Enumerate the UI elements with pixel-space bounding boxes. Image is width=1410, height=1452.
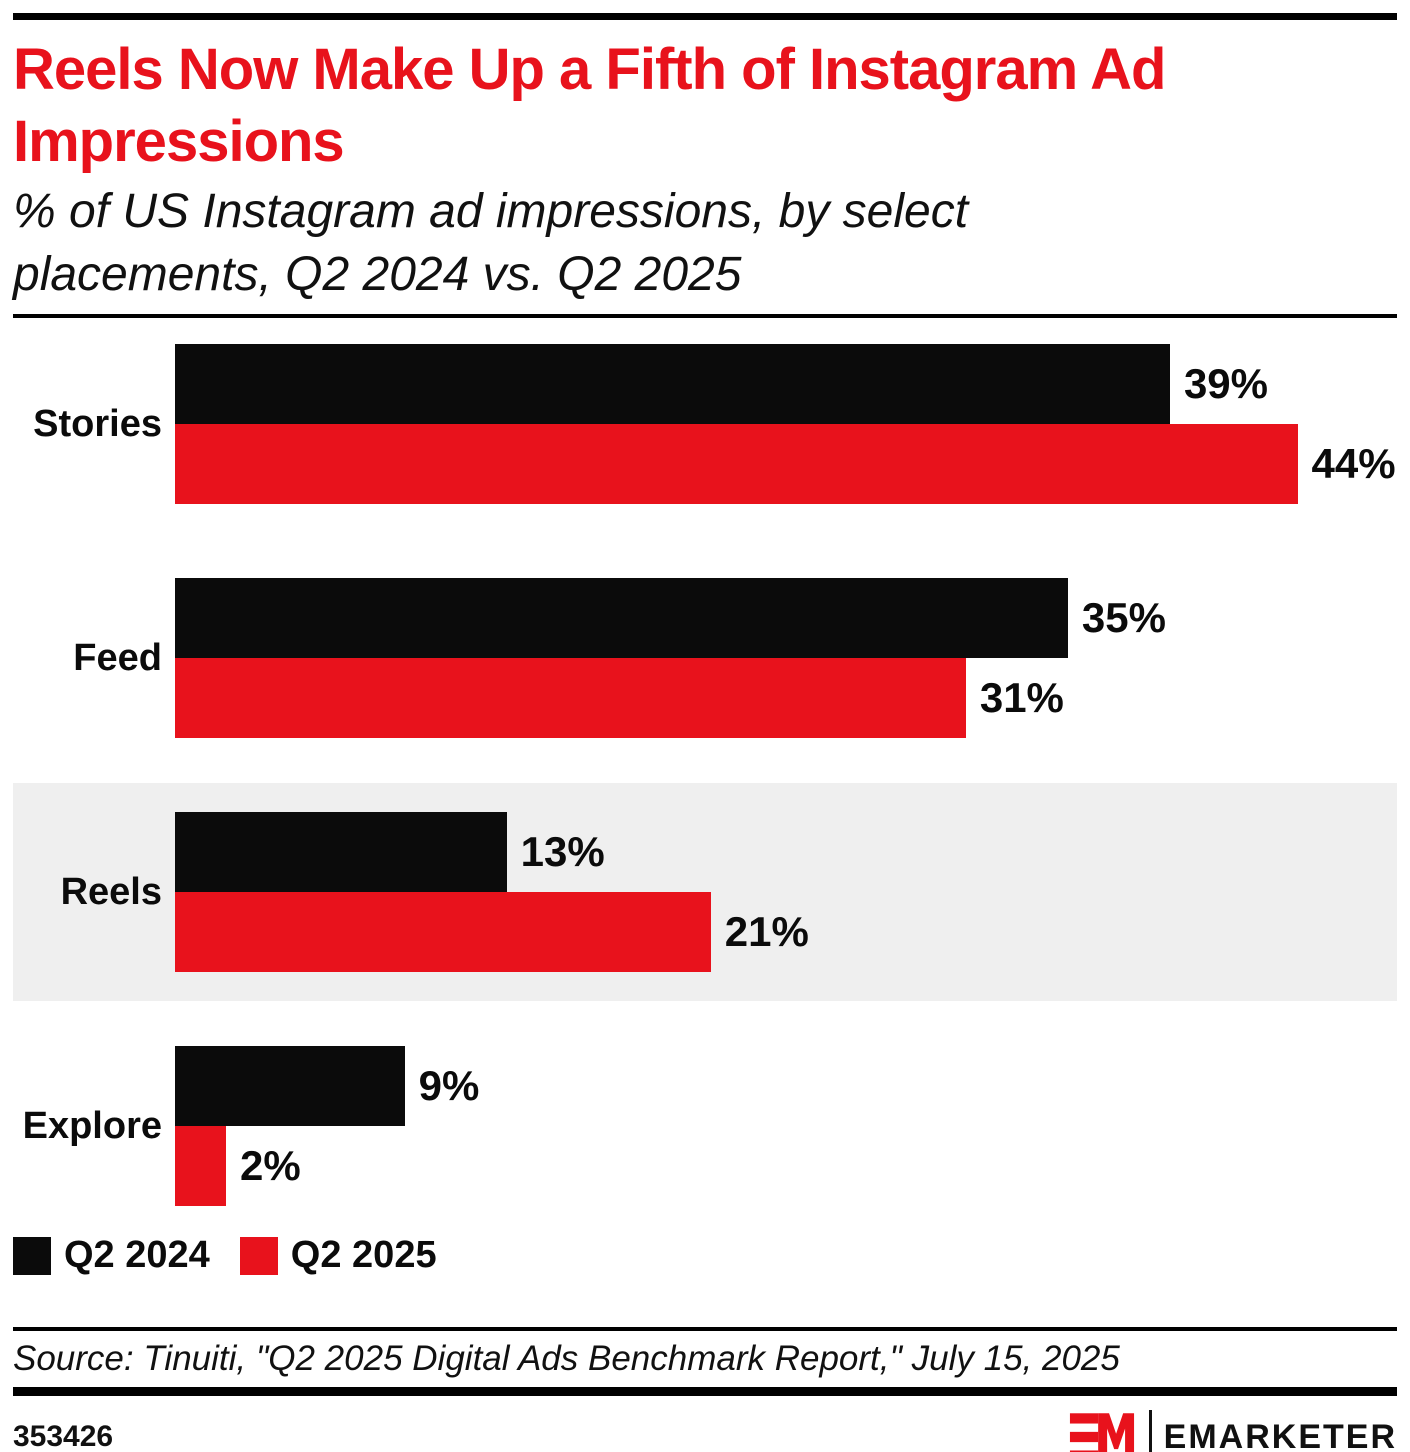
source-bottom-rule <box>13 1387 1397 1396</box>
chart-rows: Stories 39% 44% Feed 35% 31% Reels 13% 21% Explor… <box>13 344 1397 1206</box>
legend-item-q2-2025: Q2 2025 <box>239 1234 437 1277</box>
value-label-explore-q2-2025: 2% <box>240 1142 301 1189</box>
bar-group-feed: 35% 31% <box>175 578 1397 738</box>
bar-explore-q2-2024 <box>175 1046 405 1126</box>
page-title-line2: Impressions <box>13 109 345 174</box>
category-label-explore: Explore <box>22 1104 162 1147</box>
bar-reels-q2-2025 <box>175 892 711 972</box>
page-subtitle-line1: % of US Instagram ad impressions, by sel… <box>13 185 969 238</box>
bar-reels-q2-2024 <box>175 812 507 892</box>
value-label-feed-q2-2025: 31% <box>979 674 1064 721</box>
bar-group-reels: 13% 21% <box>175 812 1397 972</box>
value-label-stories-q2-2024: 39% <box>1183 360 1268 407</box>
bar-chart: Stories 39% 44% Feed 35% 31% Reels 13% 21% Explor… <box>13 344 1397 1277</box>
page-title: Reels Now Make Up a Fifth of Instagram A… <box>13 34 1397 178</box>
bar-line: 44% <box>175 424 1397 504</box>
legend-label: Q2 2024 <box>64 1234 210 1276</box>
bar-stories-q2-2024 <box>175 344 1170 424</box>
category-label-reels: Reels <box>60 870 162 913</box>
page-subtitle-line2: placements, Q2 2024 vs. Q2 2025 <box>13 248 742 301</box>
source-text: Source: Tinuiti, "Q2 2025 Digital Ads Be… <box>13 1339 1120 1378</box>
bar-line: 13% <box>175 812 1397 892</box>
bar-stories-q2-2025 <box>175 424 1298 504</box>
bar-feed-q2-2025 <box>175 658 966 738</box>
category-label-stories: Stories <box>33 402 162 445</box>
value-label-stories-q2-2025: 44% <box>1311 440 1396 487</box>
bar-group-explore: 9% 2% <box>175 1046 1397 1206</box>
chart-row-stories: Stories 39% 44% <box>13 344 1397 504</box>
legend-swatch-icon <box>239 1236 278 1275</box>
bar-line: 21% <box>175 892 1397 972</box>
bar-line: 2% <box>175 1126 1397 1206</box>
bar-explore-q2-2025 <box>175 1126 227 1206</box>
source-top-rule <box>13 1327 1397 1331</box>
header-divider-rule <box>13 314 1397 318</box>
chart-id: 353426 <box>13 1420 114 1452</box>
legend-item-q2-2024: Q2 2024 <box>13 1234 210 1277</box>
category-label-feed: Feed <box>73 636 162 679</box>
chart-row-reels: Reels 13% 21% <box>13 783 1397 1001</box>
bar-line: 9% <box>175 1046 1397 1126</box>
page-title-line1: Reels Now Make Up a Fifth of Instagram A… <box>13 37 1166 102</box>
bar-line: 31% <box>175 658 1397 738</box>
logo-divider <box>1148 1410 1152 1452</box>
bar-feed-q2-2024 <box>175 578 1068 658</box>
chart-legend: Q2 2024 Q2 2025 <box>13 1234 1397 1277</box>
brand-wordmark: EMARKETER <box>1163 1417 1397 1452</box>
legend-label: Q2 2025 <box>290 1234 437 1276</box>
emarketer-logo: EMARKETER <box>1069 1410 1397 1452</box>
page-subtitle: % of US Instagram ad impressions, by sel… <box>13 180 1397 306</box>
value-label-feed-q2-2024: 35% <box>1081 594 1166 641</box>
footer: 353426 EMARKETER <box>13 1410 1397 1452</box>
bar-group-stories: 39% 44% <box>175 344 1397 504</box>
bar-line: 39% <box>175 344 1397 424</box>
em-monogram-icon <box>1069 1413 1134 1452</box>
chart-row-explore: Explore 9% 2% <box>13 1046 1397 1206</box>
value-label-explore-q2-2024: 9% <box>418 1062 480 1109</box>
chart-row-feed: Feed 35% 31% <box>13 578 1397 738</box>
value-label-reels-q2-2025: 21% <box>724 908 809 955</box>
value-label-reels-q2-2024: 13% <box>520 828 605 875</box>
bar-line: 35% <box>175 578 1397 658</box>
top-rule <box>13 13 1397 20</box>
legend-swatch-icon <box>13 1236 51 1275</box>
